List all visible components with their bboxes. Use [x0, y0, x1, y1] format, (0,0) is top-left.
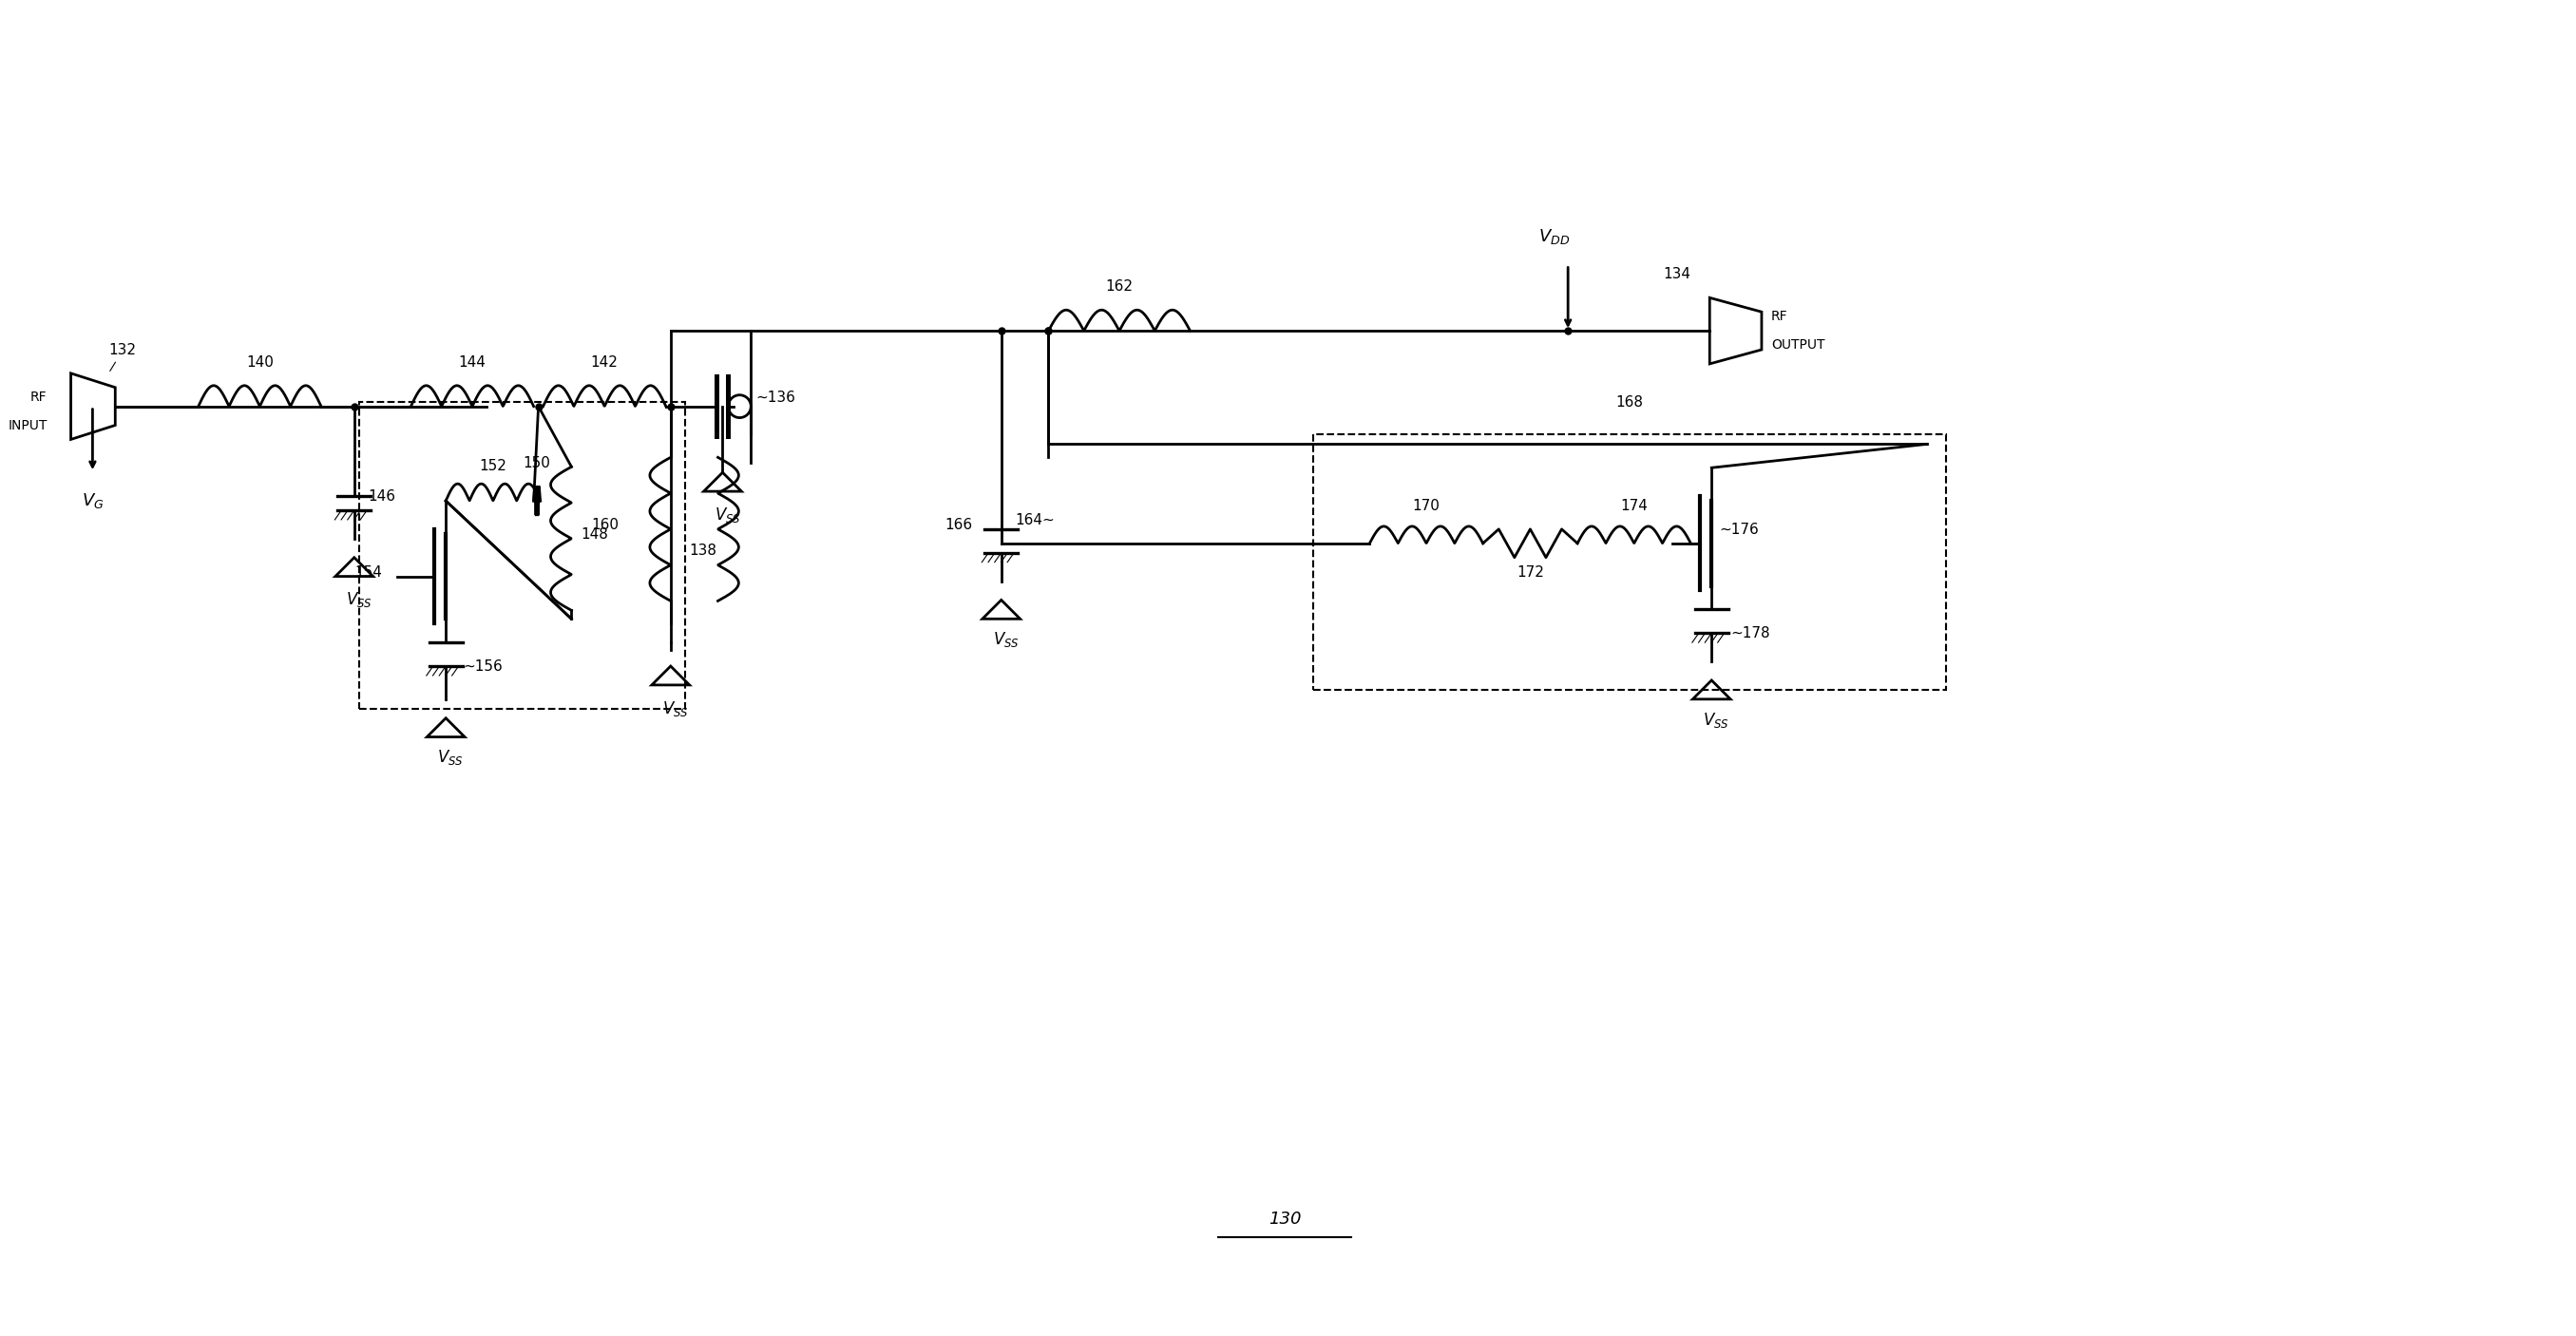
- Text: $V_{SS}$: $V_{SS}$: [1703, 711, 1728, 729]
- Text: 166: 166: [945, 518, 974, 532]
- Text: 164~: 164~: [1015, 513, 1056, 528]
- Text: 140: 140: [247, 355, 273, 370]
- Text: $V_{SS}$: $V_{SS}$: [662, 699, 688, 719]
- Text: 132: 132: [108, 343, 137, 371]
- Text: ~178: ~178: [1731, 627, 1770, 641]
- Text: 150: 150: [523, 457, 551, 470]
- Text: $V_G$: $V_G$: [82, 492, 103, 510]
- Text: 160: 160: [590, 518, 618, 532]
- Bar: [358, 402, 685, 708]
- Text: 168: 168: [1615, 395, 1643, 409]
- Text: ~156: ~156: [464, 660, 502, 673]
- Bar: [1314, 434, 1945, 689]
- Text: $V_{DD}$: $V_{DD}$: [1538, 227, 1569, 246]
- Text: $V_{SS}$: $V_{SS}$: [438, 748, 464, 767]
- Text: 154: 154: [355, 565, 384, 580]
- Text: RF: RF: [1772, 310, 1788, 323]
- Text: ~176: ~176: [1718, 522, 1759, 537]
- Text: 172: 172: [1517, 565, 1543, 580]
- Text: 146: 146: [368, 489, 397, 504]
- Text: 138: 138: [690, 544, 716, 558]
- Text: 130: 130: [1267, 1210, 1301, 1228]
- Text: 170: 170: [1412, 498, 1440, 513]
- Text: 152: 152: [479, 460, 507, 473]
- Text: RF: RF: [31, 390, 46, 403]
- Text: ~136: ~136: [755, 390, 796, 405]
- Text: INPUT: INPUT: [8, 418, 46, 432]
- Text: $V_{SS}$: $V_{SS}$: [992, 631, 1020, 649]
- Text: $V_{SS}$: $V_{SS}$: [345, 591, 371, 609]
- Text: 142: 142: [590, 355, 618, 370]
- Text: 144: 144: [459, 355, 487, 370]
- Text: OUTPUT: OUTPUT: [1772, 338, 1824, 351]
- Text: $V_{SS}$: $V_{SS}$: [714, 505, 739, 525]
- Text: 162: 162: [1105, 279, 1133, 294]
- Text: 134: 134: [1664, 267, 1690, 282]
- Text: 174: 174: [1620, 498, 1649, 513]
- Text: 148: 148: [582, 528, 608, 541]
